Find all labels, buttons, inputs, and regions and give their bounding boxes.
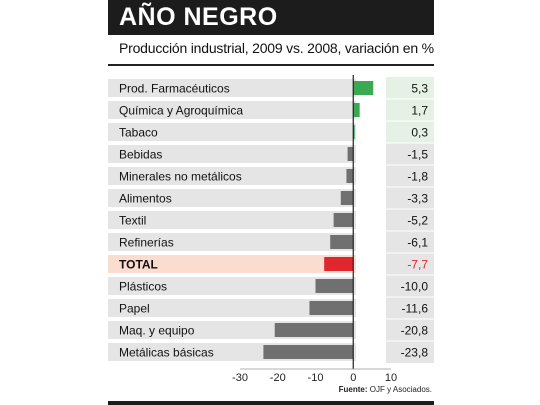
value-box-maq-y-equipo — [386, 319, 434, 341]
bar-bebidas — [347, 147, 354, 161]
category-label-maq-y-equipo: Maq. y equipo — [119, 324, 195, 338]
x-tick-label: -30 — [232, 372, 248, 384]
value-label-textil: -5,2 — [407, 214, 428, 228]
category-label-prod-farmaceuticos: Prod. Farmacéuticos — [119, 82, 230, 96]
value-box-refinerias — [386, 231, 434, 253]
bar-refinerias — [330, 235, 354, 249]
value-box-prod-farmaceuticos — [386, 77, 434, 99]
footer-rule — [108, 401, 434, 405]
value-label-quimica-y-agroquimica: 1,7 — [411, 104, 428, 118]
x-tick-label: -20 — [270, 372, 286, 384]
value-label-prod-farmaceuticos: 5,3 — [411, 82, 428, 96]
category-label-metalicas-basicas: Metálicas básicas — [119, 346, 214, 360]
bar-total — [324, 257, 354, 271]
x-tick-label: 10 — [385, 372, 397, 384]
value-box-alimentos — [386, 187, 434, 209]
source-label: Fuente: — [339, 385, 370, 394]
category-band-tabaco — [108, 123, 356, 141]
value-label-minerales-no-metalicos: -1,8 — [407, 170, 428, 184]
value-label-tabaco: 0,3 — [411, 126, 428, 140]
value-box-tabaco — [386, 121, 434, 143]
chart-title: AÑO NEGRO — [108, 0, 434, 35]
category-band-minerales-no-metalicos — [108, 167, 356, 185]
x-tick-label: 0 — [350, 372, 356, 384]
category-label-bebidas: Bebidas — [119, 148, 162, 162]
value-label-maq-y-equipo: -20,8 — [401, 324, 429, 338]
category-label-total: TOTAL — [119, 258, 158, 272]
x-tick-label: -10 — [308, 372, 324, 384]
bar-minerales-no-metalicos — [346, 169, 354, 183]
category-band-prod-farmaceuticos — [108, 79, 356, 97]
category-band-refinerias — [108, 233, 356, 251]
category-label-plasticos: Plásticos — [119, 280, 167, 294]
category-band-total — [108, 255, 356, 273]
category-band-alimentos — [108, 189, 356, 207]
bar-textil — [333, 213, 354, 227]
source-note: Fuente: OJF y Asociados. — [339, 385, 432, 394]
value-box-plasticos — [386, 275, 434, 297]
category-band-bebidas — [108, 145, 356, 163]
bar-tabaco — [353, 125, 355, 139]
bar-plasticos — [315, 279, 354, 293]
value-box-quimica-y-agroquimica — [386, 99, 434, 121]
category-band-plasticos — [108, 277, 356, 295]
bar-maq-y-equipo — [274, 323, 354, 337]
category-label-minerales-no-metalicos: Minerales no metálicos — [119, 170, 242, 184]
value-box-bebidas — [386, 143, 434, 165]
category-band-papel — [108, 299, 356, 317]
category-label-tabaco: Tabaco — [119, 126, 158, 140]
bar-prod-farmaceuticos — [353, 81, 374, 95]
title-divider — [108, 64, 434, 66]
value-box-metalicas-basicas — [386, 341, 434, 363]
category-band-textil — [108, 211, 356, 229]
value-label-total: -7,7 — [407, 258, 428, 272]
value-label-plasticos: -10,0 — [401, 280, 429, 294]
value-label-bebidas: -1,5 — [407, 148, 428, 162]
category-label-textil: Textil — [119, 214, 146, 228]
bar-quimica-y-agroquimica — [353, 103, 360, 117]
bar-papel — [309, 301, 354, 315]
value-box-minerales-no-metalicos — [386, 165, 434, 187]
bar-alimentos — [340, 191, 354, 205]
bar-metalicas-basicas — [263, 345, 354, 359]
source-text: OJF y Asociados. — [370, 385, 432, 394]
value-box-total — [386, 253, 434, 275]
value-label-metalicas-basicas: -23,8 — [401, 346, 429, 360]
value-box-textil — [386, 209, 434, 231]
value-label-papel: -11,6 — [402, 302, 429, 316]
value-label-refinerias: -6,1 — [407, 236, 428, 250]
category-label-quimica-y-agroquimica: Química y Agroquímica — [119, 104, 243, 118]
category-band-quimica-y-agroquimica — [108, 101, 356, 119]
value-label-alimentos: -3,3 — [407, 192, 428, 206]
category-label-alimentos: Alimentos — [119, 192, 172, 206]
category-label-refinerias: Refinerías — [119, 236, 174, 250]
value-box-papel — [386, 297, 434, 319]
category-label-papel: Papel — [119, 302, 150, 316]
chart-subtitle: Producción industrial, 2009 vs. 2008, va… — [119, 40, 434, 56]
